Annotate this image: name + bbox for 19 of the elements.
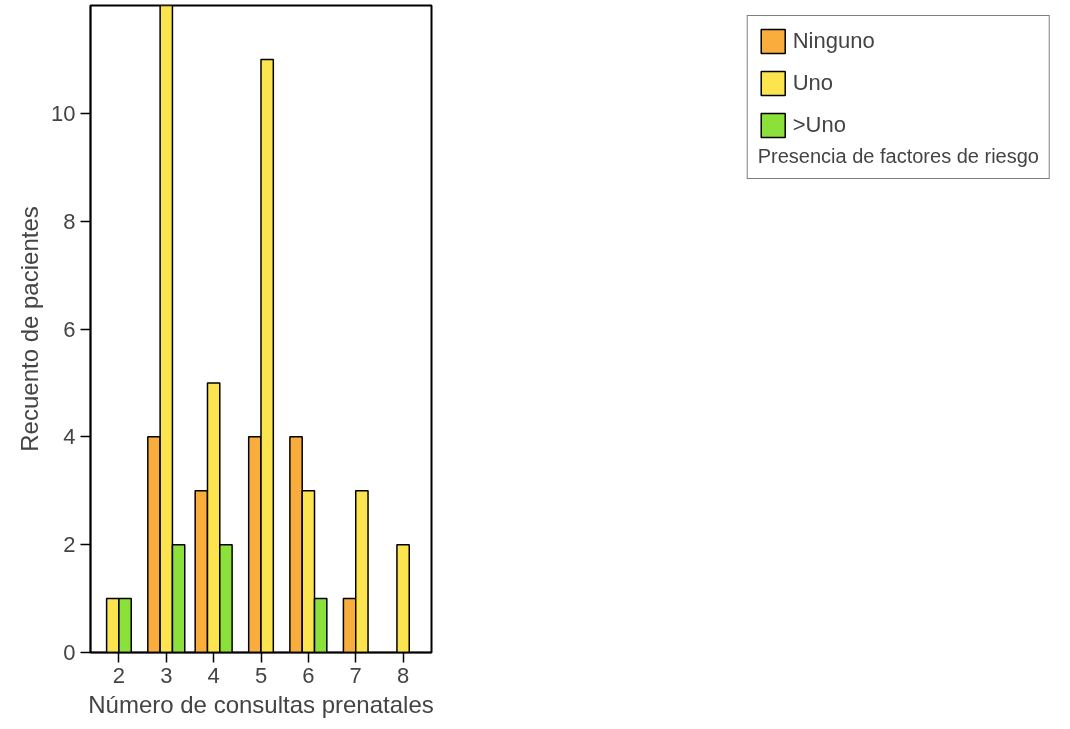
legend-label: Uno [792,70,834,96]
legend-label: Ninguno [792,28,875,54]
y-tick-label: 8 [63,208,76,234]
y-tick-label: 0 [63,640,76,665]
x-axis-title: Número de consultas prenatales [88,690,434,718]
x-tick-label: 2 [112,662,126,688]
legend-label: >Uno [792,112,846,138]
x-tick-label: 6 [302,662,315,688]
y-tick-label: 10 [51,100,76,126]
x-tick-label: 5 [254,662,268,688]
x-tick-label: 3 [160,662,173,688]
x-tick-label: 8 [396,662,410,688]
y-tick-label: 2 [63,532,76,558]
y-tick-label: 4 [63,424,76,450]
legend-title: Presencia de factores de riesgo [757,145,1039,168]
x-tick-label: 4 [207,662,220,688]
y-axis-title: Recuento de pacientes [16,206,44,452]
x-tick-label: 7 [349,662,362,688]
y-tick-label: 6 [63,316,76,342]
